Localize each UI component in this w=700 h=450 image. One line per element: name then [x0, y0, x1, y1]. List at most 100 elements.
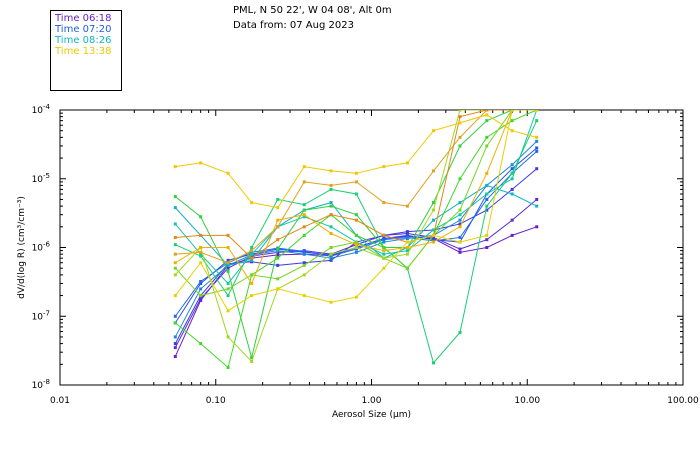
data-point [382, 249, 386, 253]
data-point [250, 249, 254, 253]
data-point [510, 129, 514, 133]
data-point [250, 356, 254, 360]
data-point [458, 121, 462, 125]
data-point [302, 208, 306, 212]
data-point [226, 294, 230, 298]
data-point [431, 228, 435, 232]
data-point [510, 218, 514, 222]
data-point [226, 266, 230, 270]
data-point [302, 225, 306, 229]
data-point [173, 335, 177, 339]
data-point [510, 119, 514, 123]
data-point [485, 238, 489, 242]
data-point [329, 300, 333, 304]
data-point [302, 273, 306, 277]
x-tick-label: 0.10 [206, 396, 226, 406]
data-point [458, 240, 462, 244]
data-point [302, 180, 306, 184]
data-point [329, 201, 333, 205]
data-point [276, 256, 280, 260]
data-point [302, 213, 306, 217]
data-point [250, 258, 254, 262]
data-point [199, 294, 203, 298]
data-point [173, 346, 177, 350]
legend: Time 06:18 Time 07:20 Time 08:26 Time 13… [50, 10, 122, 91]
data-point [173, 222, 177, 226]
data-point [329, 225, 333, 229]
data-point [173, 235, 177, 239]
data-point [199, 252, 203, 256]
data-point [510, 177, 514, 181]
data-point [199, 233, 203, 237]
data-point [458, 135, 462, 139]
data-point [405, 233, 409, 237]
y-tick-label: 10-4 [32, 103, 51, 116]
data-point [354, 213, 358, 217]
data-point [226, 335, 230, 339]
data-point [382, 240, 386, 244]
data-point [173, 206, 177, 210]
data-point [354, 247, 358, 251]
data-point [276, 247, 280, 251]
data-point [458, 222, 462, 226]
data-point [354, 250, 358, 254]
legend-item-1: Time 06:18 [55, 13, 112, 24]
data-point [276, 263, 280, 267]
data-point [458, 213, 462, 217]
y-tick-label: 10-6 [32, 241, 51, 254]
series-17 [173, 113, 539, 210]
data-point [329, 252, 333, 256]
data-point [458, 144, 462, 148]
data-point [276, 277, 280, 281]
data-point [329, 246, 333, 249]
data-point [405, 237, 409, 241]
data-point [199, 215, 203, 219]
series-18 [173, 110, 539, 313]
series-line [174, 110, 537, 312]
data-point [226, 246, 230, 249]
legend-item-3: Time 08:26 [55, 35, 112, 46]
data-point [431, 201, 435, 205]
data-point [431, 235, 435, 239]
data-point [199, 298, 203, 302]
data-point [405, 240, 409, 244]
data-point [485, 204, 489, 208]
data-point [485, 171, 489, 175]
series-8 [173, 110, 539, 285]
data-point [173, 354, 177, 358]
data-point [302, 261, 306, 265]
data-point [431, 208, 435, 212]
series-6 [173, 139, 539, 339]
legend-item-2: Time 07:20 [55, 24, 112, 35]
data-point [535, 149, 539, 153]
data-point [510, 163, 514, 167]
data-point [485, 197, 489, 201]
data-point [431, 129, 435, 133]
data-point [199, 246, 203, 249]
data-point [405, 266, 409, 270]
data-point [485, 119, 489, 123]
series-line [174, 110, 538, 285]
data-point [276, 287, 280, 291]
data-point [431, 233, 435, 237]
data-point [354, 218, 358, 222]
data-point [405, 249, 409, 253]
data-point [458, 110, 462, 112]
data-point [199, 261, 203, 265]
x-tick-label: 10.00 [514, 396, 540, 406]
data-point [250, 252, 254, 256]
data-point [226, 263, 230, 267]
data-point [173, 261, 177, 265]
data-point [250, 256, 254, 260]
data-point [302, 165, 306, 169]
data-point [173, 195, 177, 199]
series-line [174, 199, 538, 348]
data-point [226, 261, 230, 265]
data-point [226, 233, 230, 237]
data-point [458, 208, 462, 212]
data-point [173, 165, 177, 169]
series-line [175, 110, 537, 264]
data-point [535, 110, 539, 112]
x-tick-label: 100.00 [667, 396, 699, 406]
data-point [302, 215, 306, 219]
